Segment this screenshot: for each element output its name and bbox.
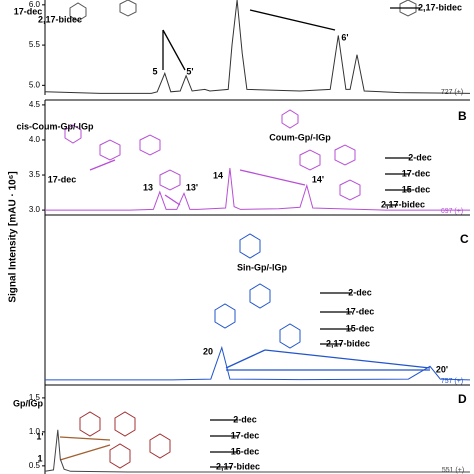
annotation: 14': [312, 174, 324, 184]
y-tick-label: 4.0: [29, 135, 41, 144]
annotation: 2-dec: [233, 414, 257, 424]
y-tick-label: 5.0: [29, 80, 41, 89]
annotation: 15-dec: [402, 184, 431, 194]
annotation: 2,17-bidec: [216, 461, 260, 471]
panel-label: D: [458, 392, 467, 406]
annotation: 17-dec: [14, 6, 43, 16]
y-tick-label: 4.5: [29, 100, 41, 109]
panel-label: B: [458, 109, 467, 123]
y-tick-label: 6.0: [29, 0, 41, 9]
y-axis-label: Signal Intensity [mAU · 10⁶]: [8, 171, 19, 302]
annotation: 2,17-bidec: [381, 199, 425, 209]
annotation: Gp/lGp: [13, 398, 43, 408]
annotation: 17-dec: [402, 168, 431, 178]
y-tick-label: 3.5: [29, 170, 41, 179]
panel-label: C: [460, 232, 469, 246]
annotation: cis-Coum-Gp/-lGp: [17, 121, 94, 131]
annotation: 15-dec: [346, 323, 375, 333]
annotation: 1: [37, 453, 42, 463]
annotation: 17-dec: [346, 306, 375, 316]
y-tick-label: 3.0: [29, 205, 41, 214]
trace: [44, 0, 471, 94]
annotation: 5': [186, 66, 193, 76]
annotation: 2,17-bidec: [326, 338, 370, 348]
arrows: [59, 7, 431, 468]
annotation: 5: [152, 66, 157, 76]
annotation: 2,17-bidec: [38, 14, 82, 24]
annotation: 1': [36, 431, 43, 441]
annotation: Sin-Gp/-lGp: [237, 262, 287, 272]
structures: [64, 0, 417, 469]
trace: [44, 429, 470, 473]
annotation: 2-dec: [348, 287, 372, 297]
ion-label: 757 (+): [441, 378, 463, 385]
trace: [45, 167, 470, 211]
annotation: 2-dec: [408, 152, 432, 162]
y-tick-label: 0.5: [29, 461, 41, 470]
annotation: 2,17-bidec: [418, 2, 462, 12]
annotation: Coum-Gp/-lGp: [269, 132, 331, 142]
annotation: 15-dec: [231, 446, 260, 456]
annotation: 20': [436, 364, 448, 374]
annotation: 20: [203, 346, 213, 356]
annotation: 14: [213, 170, 223, 180]
annotation: 6': [341, 32, 348, 42]
ion-label: 727 (+): [441, 89, 463, 96]
ion-label: 697 (+): [441, 208, 463, 215]
y-tick-label: 1.0: [29, 427, 41, 436]
y-tick-label: 1.5: [29, 393, 41, 402]
annotation: 17-dec: [48, 174, 77, 184]
annotation: 17-dec: [231, 430, 260, 440]
annotation: 13: [143, 182, 153, 192]
trace: [45, 345, 471, 381]
annotation: 13': [186, 182, 198, 192]
y-tick-label: 5.5: [29, 40, 41, 49]
ion-label: 551 (+): [442, 467, 464, 474]
